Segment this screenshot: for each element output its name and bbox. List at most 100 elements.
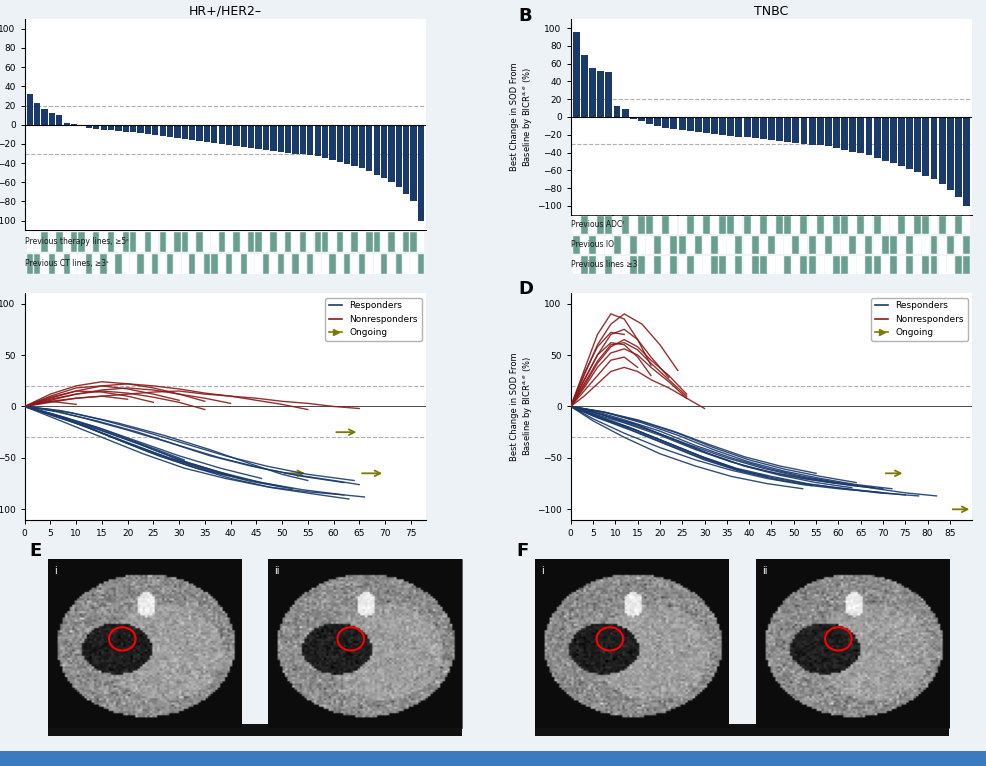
Bar [255, 254, 261, 274]
Bar [694, 237, 701, 254]
Bar [719, 117, 726, 135]
Bar [196, 232, 202, 252]
Bar [621, 216, 628, 234]
Bar [815, 216, 823, 234]
Bar [759, 117, 766, 139]
Bar [629, 257, 636, 274]
Bar [300, 254, 306, 274]
Bar [637, 257, 644, 274]
Bar [775, 216, 782, 234]
Bar [840, 216, 847, 234]
Bar [41, 254, 47, 274]
Bar [86, 254, 92, 274]
Bar [56, 232, 62, 252]
Bar [654, 117, 661, 126]
Bar [727, 216, 734, 234]
Bar [710, 257, 718, 274]
Bar [181, 254, 187, 274]
Bar [953, 216, 961, 234]
Bar [203, 254, 210, 274]
Text: D: D [518, 280, 533, 298]
Bar [905, 257, 912, 274]
Bar [880, 216, 887, 234]
Bar [930, 237, 937, 254]
Bar [203, 232, 210, 252]
Text: Previous lines ≥3: Previous lines ≥3 [570, 260, 637, 270]
Bar [646, 216, 653, 234]
Bar [930, 216, 937, 234]
Bar [735, 237, 741, 254]
Bar [710, 237, 718, 254]
Bar [373, 254, 380, 274]
Bar [662, 117, 669, 128]
Bar [351, 254, 357, 274]
Bar [767, 237, 774, 254]
Bar [572, 237, 580, 254]
Bar [808, 117, 814, 145]
Bar [759, 257, 766, 274]
Bar [848, 237, 855, 254]
Bar [292, 125, 299, 153]
Bar [637, 216, 644, 234]
Bar [145, 125, 151, 134]
Y-axis label: Best Change in SOD From
Baseline by BICR$^{a,e}$ (%): Best Change in SOD From Baseline by BICR… [510, 63, 533, 172]
Bar [857, 237, 864, 254]
Bar [145, 232, 151, 252]
Bar [677, 216, 685, 234]
Bar [233, 254, 240, 274]
Bar [913, 257, 920, 274]
Bar [751, 257, 758, 274]
Bar [47, 724, 461, 736]
Bar [946, 257, 952, 274]
Bar [359, 125, 365, 168]
Bar [784, 216, 791, 234]
Bar [152, 232, 159, 252]
Bar [646, 117, 653, 124]
Bar [262, 232, 269, 252]
Bar [255, 232, 261, 252]
Bar [71, 232, 77, 252]
Bar [727, 117, 734, 136]
Bar [122, 125, 129, 133]
Bar [581, 237, 588, 254]
Bar [922, 117, 929, 175]
Bar [897, 257, 904, 274]
Bar [359, 232, 365, 252]
Bar [167, 232, 174, 252]
Bar [189, 125, 195, 140]
Bar [247, 254, 254, 274]
Bar [589, 257, 596, 274]
Bar [48, 254, 55, 274]
Bar [857, 117, 864, 153]
Bar [938, 237, 945, 254]
Bar [63, 123, 70, 125]
Bar [889, 237, 896, 254]
Bar [233, 232, 240, 252]
Bar [402, 125, 409, 194]
Bar [897, 216, 904, 234]
Bar [824, 257, 831, 274]
Bar [410, 254, 416, 274]
Bar [130, 232, 136, 252]
Bar [300, 232, 306, 252]
Bar [78, 125, 85, 126]
Bar [122, 232, 129, 252]
Bar [175, 232, 180, 252]
Bar [63, 232, 70, 252]
Bar [677, 237, 685, 254]
Bar [922, 257, 929, 274]
Bar [669, 237, 676, 254]
Bar [800, 117, 807, 144]
Bar [637, 237, 644, 254]
Bar [848, 216, 855, 234]
Bar [262, 254, 269, 274]
Bar [41, 110, 47, 125]
Bar [344, 232, 350, 252]
Bar [233, 125, 240, 146]
Bar [946, 117, 952, 190]
Title: TNBC: TNBC [753, 5, 788, 18]
Bar [751, 216, 758, 234]
Bar [196, 254, 202, 274]
Bar [865, 237, 872, 254]
Bar [34, 232, 40, 252]
